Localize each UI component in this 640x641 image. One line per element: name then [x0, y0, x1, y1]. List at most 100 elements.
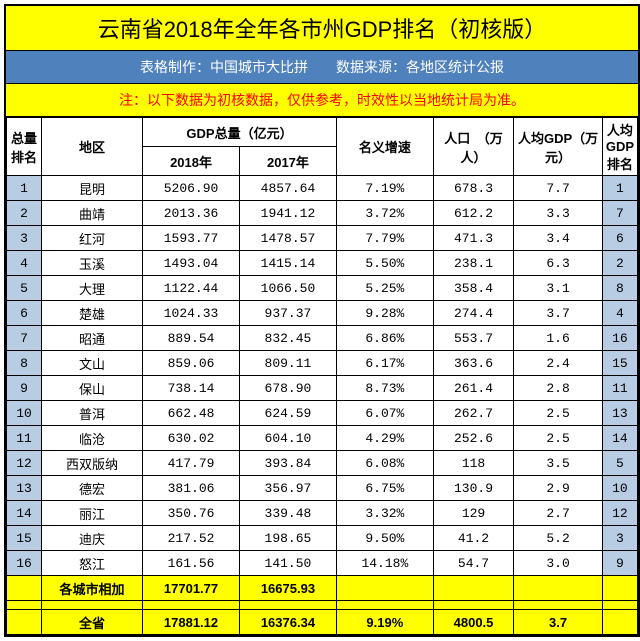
cell-region: 保山 — [42, 376, 143, 401]
cell-growth: 3.72% — [336, 201, 433, 226]
cell-2017: 393.84 — [239, 451, 336, 476]
cell-rank: 14 — [7, 501, 42, 526]
cell-pop: 471.3 — [433, 226, 513, 251]
cell-pcr: 15 — [602, 351, 637, 376]
table-row: 6楚雄1024.33937.379.28%274.43.74 — [7, 301, 638, 326]
cell-pcg: 6.3 — [514, 251, 603, 276]
cell-sum-label: 各城市相加 — [42, 576, 143, 601]
col-percap-rank: 人均GDP排名 — [602, 118, 637, 176]
col-growth: 名义增速 — [336, 118, 433, 176]
cell-pop: 363.6 — [433, 351, 513, 376]
cell-pcg: 1.6 — [514, 326, 603, 351]
subtitle: 表格制作：中国城市大比拼 数据来源：各地区统计公报 — [6, 51, 638, 84]
table-row: 16怒江161.56141.5014.18%54.73.09 — [7, 551, 638, 576]
cell-2017: 1941.12 — [239, 201, 336, 226]
cell-2018: 1493.04 — [143, 251, 240, 276]
cell-2017: 624.59 — [239, 401, 336, 426]
cell-region: 玉溪 — [42, 251, 143, 276]
province-row: 全省17881.1216376.349.19%4800.53.7 — [7, 610, 638, 635]
cell-region: 怒江 — [42, 551, 143, 576]
cell-2018: 630.02 — [143, 426, 240, 451]
cell-rank: 2 — [7, 201, 42, 226]
cell-2018: 350.76 — [143, 501, 240, 526]
cell-region: 普洱 — [42, 401, 143, 426]
cell-2018: 662.48 — [143, 401, 240, 426]
cell-2018: 5206.90 — [143, 176, 240, 201]
cell-region: 楚雄 — [42, 301, 143, 326]
table-row: 3红河1593.771478.577.79%471.33.46 — [7, 226, 638, 251]
cell-pop: 129 — [433, 501, 513, 526]
cell-growth: 6.08% — [336, 451, 433, 476]
col-rank: 总量排名 — [7, 118, 42, 176]
cell-pcr: 12 — [602, 501, 637, 526]
cell-region: 曲靖 — [42, 201, 143, 226]
cell-2017: 1415.14 — [239, 251, 336, 276]
cell-prov-label: 全省 — [42, 610, 143, 635]
cell-pop: 678.3 — [433, 176, 513, 201]
cell-rank: 10 — [7, 401, 42, 426]
cell-rank: 13 — [7, 476, 42, 501]
table-row: 9保山738.14678.908.73%261.42.811 — [7, 376, 638, 401]
table-row: 1昆明5206.904857.647.19%678.37.71 — [7, 176, 638, 201]
table-row: 10普洱662.48624.596.07%262.72.513 — [7, 401, 638, 426]
sum-row: 各城市相加17701.7716675.93 — [7, 576, 638, 601]
table-container: 云南省2018年全年各市州GDP排名（初核版） 表格制作：中国城市大比拼 数据来… — [4, 4, 640, 637]
cell-2018: 2013.36 — [143, 201, 240, 226]
gdp-table: 总量排名 地区 GDP总量（亿元） 名义增速 人口 （万人） 人均GDP（万元）… — [6, 117, 638, 635]
cell-pcr: 4 — [602, 301, 637, 326]
cell-rank: 6 — [7, 301, 42, 326]
cell-rank: 3 — [7, 226, 42, 251]
cell-pcg: 3.5 — [514, 451, 603, 476]
cell-region: 临沧 — [42, 426, 143, 451]
cell-pcg: 2.9 — [514, 476, 603, 501]
cell-pop: 553.7 — [433, 326, 513, 351]
cell-growth: 3.32% — [336, 501, 433, 526]
cell-rank: 5 — [7, 276, 42, 301]
cell-growth: 8.73% — [336, 376, 433, 401]
cell-2018: 417.79 — [143, 451, 240, 476]
table-row: 12西双版纳417.79393.846.08%1183.55 — [7, 451, 638, 476]
cell-pcg: 7.7 — [514, 176, 603, 201]
blank-row — [7, 601, 638, 610]
cell-growth: 7.79% — [336, 226, 433, 251]
cell-growth: 9.28% — [336, 301, 433, 326]
cell-pop: 54.7 — [433, 551, 513, 576]
table-row: 15迪庆217.52198.659.50%41.25.23 — [7, 526, 638, 551]
cell-2018: 217.52 — [143, 526, 240, 551]
cell-region: 红河 — [42, 226, 143, 251]
cell-sum-2018: 17701.77 — [143, 576, 240, 601]
table-row: 8文山859.06809.116.17%363.62.415 — [7, 351, 638, 376]
cell-growth: 7.19% — [336, 176, 433, 201]
cell-region: 德宏 — [42, 476, 143, 501]
cell-pop: 252.6 — [433, 426, 513, 451]
cell-pop: 358.4 — [433, 276, 513, 301]
cell-pcg: 3.3 — [514, 201, 603, 226]
header-row-1: 总量排名 地区 GDP总量（亿元） 名义增速 人口 （万人） 人均GDP（万元）… — [7, 118, 638, 147]
cell-pcr: 1 — [602, 176, 637, 201]
table-row: 11临沧630.02604.104.29%252.62.514 — [7, 426, 638, 451]
cell-region: 昆明 — [42, 176, 143, 201]
cell-pcr: 14 — [602, 426, 637, 451]
cell-rank: 8 — [7, 351, 42, 376]
cell-blank — [7, 610, 42, 635]
col-2018: 2018年 — [143, 147, 240, 176]
cell-rank: 7 — [7, 326, 42, 351]
cell-2018: 738.14 — [143, 376, 240, 401]
cell-rank: 4 — [7, 251, 42, 276]
col-percap-gdp: 人均GDP（万元） — [514, 118, 603, 176]
cell-prov-pop: 4800.5 — [433, 610, 513, 635]
cell-region: 西双版纳 — [42, 451, 143, 476]
cell-rank: 16 — [7, 551, 42, 576]
col-population: 人口 （万人） — [433, 118, 513, 176]
cell-pop: 118 — [433, 451, 513, 476]
cell-2017: 809.11 — [239, 351, 336, 376]
cell-pcr: 11 — [602, 376, 637, 401]
cell-growth: 6.07% — [336, 401, 433, 426]
cell-region: 文山 — [42, 351, 143, 376]
cell-pcg: 2.4 — [514, 351, 603, 376]
cell-pcr: 13 — [602, 401, 637, 426]
table-row: 4玉溪1493.041415.145.50%238.16.32 — [7, 251, 638, 276]
table-row: 2曲靖2013.361941.123.72%612.23.37 — [7, 201, 638, 226]
cell-prov-2017: 16376.34 — [239, 610, 336, 635]
note: 注：以下数据为初核数据，仅供参考，时效性以当地统计局为准。 — [6, 84, 638, 117]
